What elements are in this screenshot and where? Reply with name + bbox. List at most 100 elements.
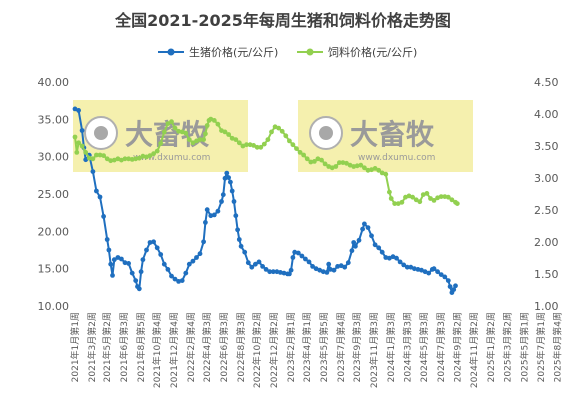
pig-price-point bbox=[90, 169, 96, 175]
pig-price-point bbox=[447, 284, 453, 289]
feed-price-point bbox=[83, 150, 89, 155]
pig-price-point bbox=[161, 261, 167, 267]
feed-price-point bbox=[154, 148, 160, 154]
x-tick-label: 2022年6月第3周 bbox=[218, 312, 230, 382]
feed-price-point bbox=[158, 141, 164, 146]
watermark-url: www.dxumu.com bbox=[358, 153, 435, 163]
pig-price-point bbox=[431, 266, 437, 272]
pig-price-point bbox=[372, 242, 378, 248]
pig-price-point bbox=[238, 243, 244, 249]
feed-price-point bbox=[119, 157, 124, 163]
pig-price-point bbox=[376, 245, 382, 251]
pig-price-point bbox=[110, 273, 115, 278]
pig-price-point bbox=[158, 252, 164, 257]
pig-price-point bbox=[72, 106, 78, 112]
feed-price-point bbox=[211, 118, 217, 123]
pig-price-point bbox=[126, 261, 131, 266]
feed-price-point bbox=[319, 157, 324, 163]
x-tick-label: 2025年3月第2周 bbox=[501, 312, 513, 382]
pig-price-point bbox=[154, 245, 160, 251]
pig-price-point bbox=[176, 279, 182, 284]
pig-price-point bbox=[281, 270, 287, 276]
x-tick-label: 2022年12月第2周 bbox=[268, 312, 280, 388]
feed-price-point bbox=[136, 155, 142, 161]
pig-price-point bbox=[278, 270, 283, 275]
feed-price-point bbox=[229, 135, 235, 141]
x-tick-label: 2023年11月第3周 bbox=[368, 312, 380, 388]
feed-price-point bbox=[399, 199, 405, 205]
pig-price-point bbox=[236, 237, 242, 242]
pig-price-point bbox=[76, 108, 81, 113]
pig-price-point bbox=[412, 266, 417, 272]
x-tick-label: 2023年4月第1周 bbox=[301, 312, 313, 382]
feed-price-point bbox=[329, 165, 335, 171]
feed-price-point bbox=[315, 156, 321, 162]
pig-price-point bbox=[369, 233, 374, 239]
legend: 生猪价格(元/公斤) 饲料价格(元/公斤) bbox=[158, 45, 417, 59]
pig-price-point bbox=[445, 278, 451, 283]
x-tick-label: 2025年5月第1周 bbox=[518, 312, 530, 382]
watermark: 大畜牧 www.dxumu.com bbox=[298, 100, 473, 172]
pig-price-point bbox=[356, 237, 362, 243]
pig-price-point bbox=[253, 261, 258, 267]
feed-price-point bbox=[395, 201, 401, 207]
pig-price-point bbox=[220, 192, 226, 198]
feed-price-point bbox=[276, 125, 281, 131]
pig-price-point bbox=[394, 255, 399, 261]
pig-price-point bbox=[360, 226, 365, 232]
feed-price-point bbox=[94, 152, 99, 158]
feed-price-point bbox=[140, 153, 146, 159]
pig-price-point bbox=[101, 214, 106, 219]
feed-price-point bbox=[251, 143, 256, 148]
x-tick-label: 2021年5月第2周 bbox=[101, 312, 113, 382]
feed-price-point bbox=[410, 194, 415, 200]
x-tick-label: 2022年4月第3周 bbox=[201, 312, 213, 382]
pig-price-point bbox=[299, 253, 305, 259]
feed-price-point bbox=[337, 160, 342, 166]
watermark-logo-dot bbox=[94, 126, 108, 140]
x-tick-label: 2021年3月第2周 bbox=[86, 312, 98, 382]
feed-price-point bbox=[340, 160, 346, 166]
feed-price-point bbox=[265, 137, 271, 143]
pig-price-point bbox=[419, 267, 424, 273]
pig-price-point bbox=[335, 264, 340, 269]
y-left-tick-label: 25.00 bbox=[38, 188, 70, 201]
pig-price-point bbox=[442, 274, 448, 280]
pig-price-point bbox=[303, 256, 308, 262]
y-left-tick-label: 20.00 bbox=[38, 225, 70, 238]
pig-price-point bbox=[324, 270, 330, 275]
series-layer bbox=[72, 106, 460, 295]
feed-price-point bbox=[294, 146, 299, 152]
y-axis-left: 10.00 15.00 20.00 25.00 30.00 35.00 40.00 bbox=[38, 76, 70, 313]
pig-price-point bbox=[215, 208, 221, 214]
pig-price-point bbox=[383, 255, 389, 260]
y-left-tick-label: 10.00 bbox=[38, 300, 70, 313]
pig-price-point bbox=[194, 255, 199, 260]
pig-price-point bbox=[235, 227, 241, 233]
pig-price-point bbox=[147, 240, 153, 245]
pig-price-point bbox=[106, 247, 112, 253]
feed-price-point bbox=[454, 201, 460, 207]
pig-price-point bbox=[111, 257, 117, 263]
feed-price-point bbox=[308, 159, 314, 165]
x-tick-label: 2021年12月第4周 bbox=[168, 312, 180, 388]
feed-price-point bbox=[333, 164, 339, 169]
pig-price-point bbox=[342, 264, 348, 270]
y-left-tick-label: 35.00 bbox=[38, 113, 70, 126]
feed-price-point bbox=[179, 129, 185, 135]
feed-price-point bbox=[79, 143, 85, 149]
feed-price-point bbox=[197, 137, 203, 143]
pig-price-point bbox=[151, 239, 157, 245]
pig-price-point bbox=[183, 270, 189, 276]
pig-price-point bbox=[379, 249, 385, 255]
feed-price-point bbox=[86, 155, 92, 161]
feed-price-point bbox=[203, 131, 208, 137]
pig-price-point bbox=[345, 260, 351, 266]
pig-price-point bbox=[165, 267, 171, 272]
x-tick-label: 2024年5月第3周 bbox=[418, 312, 430, 382]
pig-price-point bbox=[310, 264, 315, 269]
pig-price-point bbox=[408, 264, 414, 270]
pig-price-point bbox=[83, 157, 89, 163]
feed-price-point bbox=[424, 191, 430, 196]
